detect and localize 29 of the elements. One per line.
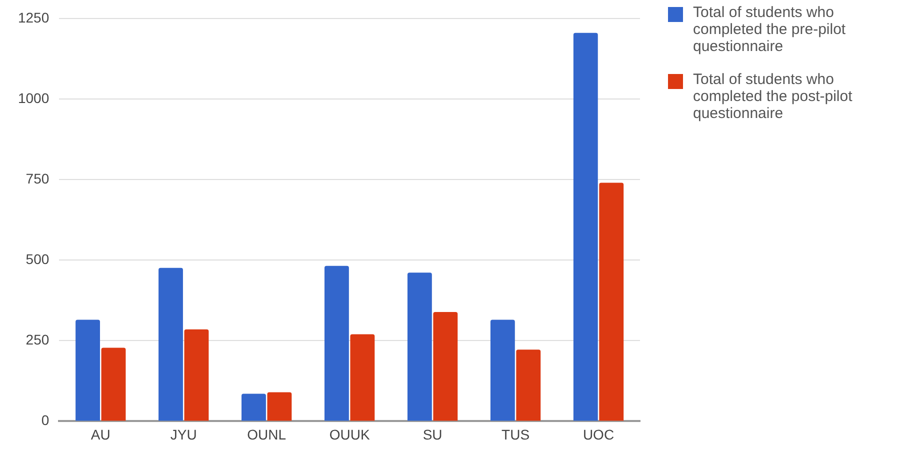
bar	[407, 272, 432, 421]
bar	[433, 312, 458, 421]
bar	[242, 394, 266, 421]
y-tick-label: 750	[26, 170, 50, 186]
bar	[324, 266, 349, 421]
bar	[573, 32, 598, 421]
bar	[350, 334, 375, 421]
x-tick-label: OUUK	[329, 426, 370, 442]
y-tick-label: 1000	[18, 90, 50, 106]
bar	[101, 348, 126, 421]
bar	[490, 320, 515, 421]
y-tick-label: 1250	[18, 9, 50, 26]
bar	[516, 350, 541, 421]
bar	[599, 182, 624, 421]
x-tick-label: OUNL	[247, 426, 286, 442]
legend-label: Total of students who completed the post-pilot questionnaire	[693, 71, 854, 122]
bar	[267, 392, 292, 421]
bar	[158, 268, 183, 421]
x-tick-label: SU	[422, 426, 442, 442]
x-tick-label: TUS	[502, 426, 530, 442]
bar	[184, 329, 209, 421]
x-tick-label: AU	[90, 426, 110, 442]
y-tick-label: 500	[26, 250, 50, 267]
x-tick-label: UOC	[582, 426, 614, 442]
bar	[76, 320, 100, 421]
legend-label: Total of students who completed the pre-pilot questionnaire	[693, 4, 847, 55]
y-tick-label: 250	[26, 332, 50, 348]
x-tick-label: JYU	[170, 426, 197, 442]
y-tick-label: 0	[41, 412, 50, 428]
